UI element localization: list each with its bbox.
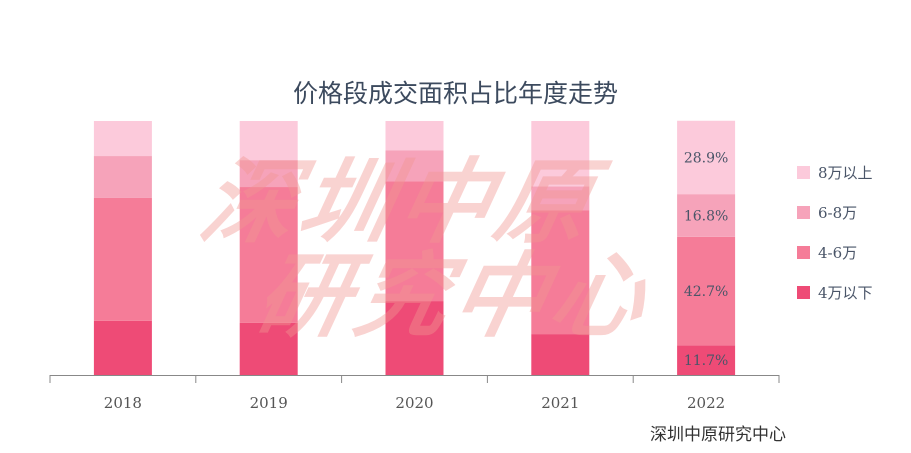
data-label: 42.7% [684, 284, 728, 300]
bar-segment [531, 210, 590, 335]
bar-segment [239, 322, 298, 375]
x-tick-label: 2018 [104, 394, 142, 412]
x-tick-label: 2019 [250, 394, 288, 412]
bar-segment [677, 120, 736, 195]
bar-segment [677, 345, 736, 375]
bar-segment [385, 150, 444, 182]
bar-segment [239, 187, 298, 323]
legend-item: 6-8万 [797, 202, 857, 223]
bar-segment [239, 160, 298, 188]
bar-segment [531, 334, 590, 375]
legend-label: 4万以下 [818, 284, 873, 302]
bar-segment [93, 121, 152, 157]
bar-segment [239, 121, 298, 161]
legend-label: 6-8万 [818, 204, 858, 222]
legend-label: 4-6万 [818, 244, 858, 262]
x-tick-label: 2020 [395, 394, 433, 412]
bar-segment [93, 156, 152, 198]
legend-item: 4-6万 [797, 242, 857, 263]
legend-swatch [797, 166, 810, 179]
bar-segment [385, 181, 444, 302]
x-tick-label: 2021 [541, 394, 579, 412]
legend-label: 8万以上 [818, 164, 873, 182]
source-note: 深圳中原研究中心 [650, 425, 786, 445]
legend-item: 8万以上 [797, 162, 873, 183]
bar-segment [93, 320, 152, 375]
bar-segment [531, 121, 590, 187]
data-label: 28.9% [684, 150, 728, 166]
bar-segment [531, 186, 590, 211]
legend-swatch [797, 206, 810, 219]
data-label: 16.8% [684, 208, 728, 224]
bar-segment [385, 301, 444, 375]
legend-item: 4万以下 [797, 282, 873, 303]
x-tick-label: 2022 [687, 394, 725, 412]
legend-swatch [797, 246, 810, 259]
legend-swatch [797, 286, 810, 299]
bar-segment [677, 194, 736, 237]
bar-segment [677, 236, 736, 346]
chart-title: 价格段成交面积占比年度走势 [292, 79, 618, 108]
data-label: 11.7% [684, 353, 728, 369]
bar-segment [385, 121, 444, 151]
bar-segment [93, 197, 152, 321]
